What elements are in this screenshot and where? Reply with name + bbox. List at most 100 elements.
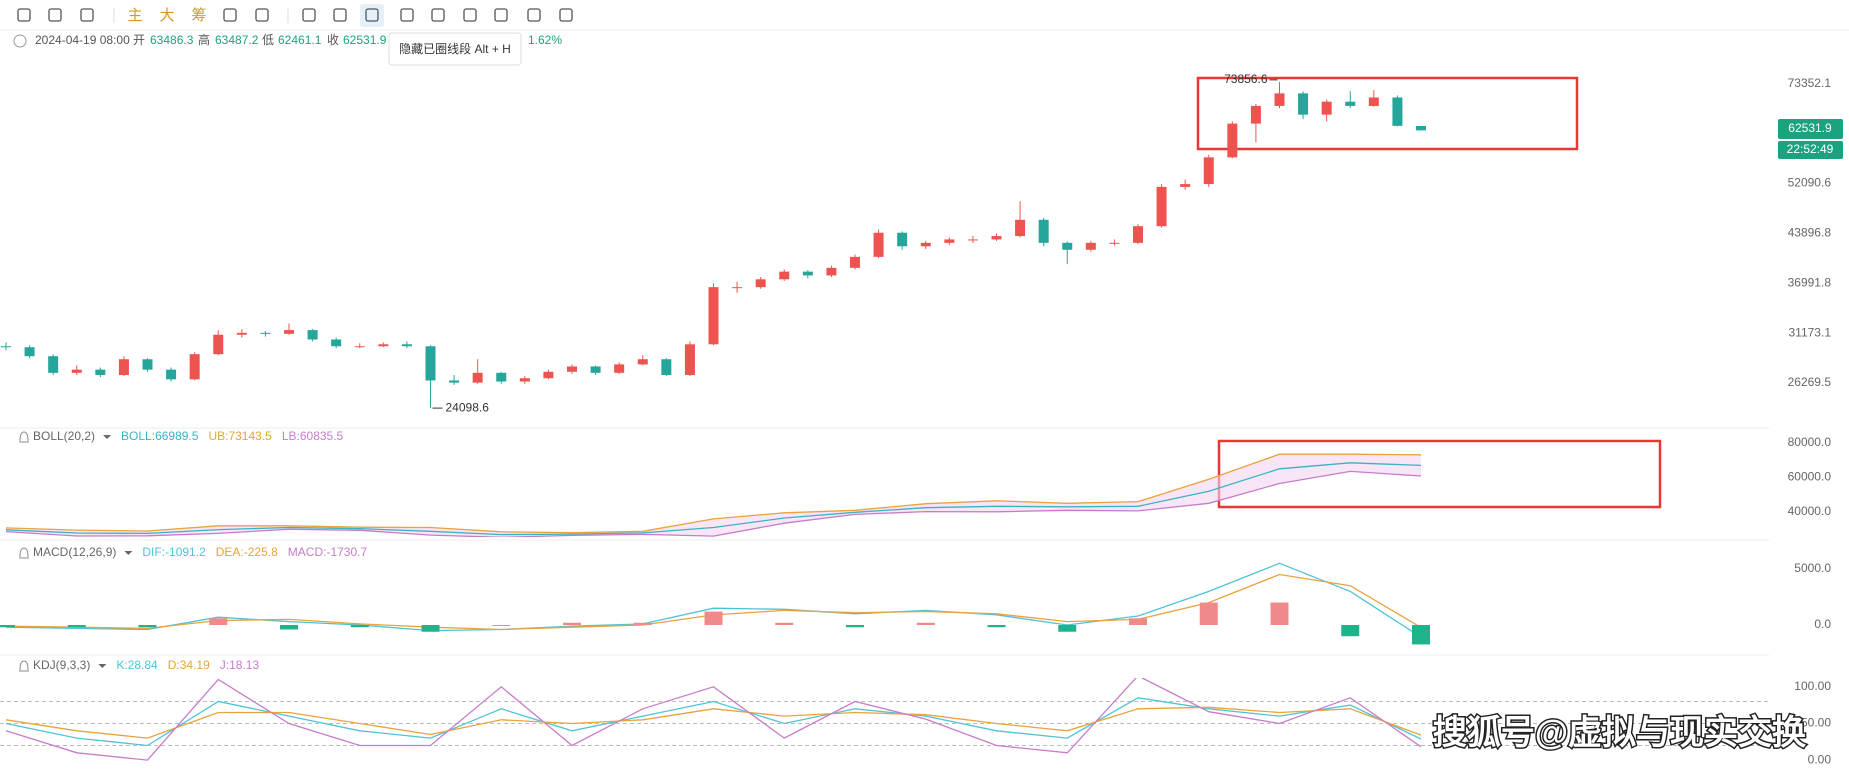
y-tick-label: 60000.0 — [1788, 470, 1832, 484]
tool-button[interactable]: 大 — [159, 7, 174, 24]
candle-body — [637, 359, 648, 365]
tool-icon[interactable] — [17, 8, 31, 22]
y-tick-label: 0.0 — [1814, 617, 1831, 631]
tooltip — [388, 32, 522, 66]
candle-body — [708, 287, 719, 345]
active-tool-bg — [360, 4, 384, 27]
candle-body — [590, 366, 601, 373]
drawn-rectangle[interactable] — [1196, 76, 1579, 151]
candle-body — [920, 242, 931, 247]
macd-bar — [138, 625, 157, 628]
indicator-line — [5, 678, 1422, 761]
candle-body — [684, 344, 695, 375]
candle-body — [496, 372, 507, 382]
indicator-line — [5, 562, 1422, 638]
y-tick-label: 0.00 — [1808, 752, 1832, 766]
macd-bar — [704, 611, 723, 626]
tool-icon[interactable] — [302, 8, 316, 22]
candle-body — [873, 232, 884, 257]
candle-body — [1368, 97, 1379, 106]
macd-bar — [421, 625, 440, 632]
macd-bar — [1199, 602, 1218, 626]
legend-entry: K:28.84 — [116, 658, 158, 672]
candle-body — [567, 366, 577, 372]
header-label: 收 — [327, 33, 339, 47]
tool-button[interactable]: 主 — [127, 7, 142, 24]
price-tag-text: 62531.9 — [1788, 121, 1832, 135]
header-value: 62531.9 — [343, 33, 387, 47]
tool-icon[interactable] — [365, 8, 379, 22]
candle-body — [1392, 97, 1403, 126]
candle-body — [118, 359, 129, 375]
candle-body — [519, 378, 530, 382]
tool-button[interactable]: 筹 — [191, 7, 206, 24]
tool-icon[interactable] — [255, 8, 269, 22]
bell-icon — [19, 547, 29, 559]
collapse-icon[interactable] — [13, 34, 27, 48]
candle-body — [543, 371, 554, 379]
header-datetime: 2024-04-19 08:00 — [35, 33, 130, 47]
high-label: 73856.6 — [1224, 72, 1268, 86]
tool-icon[interactable] — [431, 8, 445, 22]
candle-body — [213, 334, 224, 355]
macd-bar — [280, 625, 298, 630]
dropdown-icon — [103, 435, 112, 439]
candle-body — [1227, 123, 1238, 158]
y-tick-label: 26269.5 — [1788, 375, 1832, 389]
y-tick-label: 52090.6 — [1788, 176, 1832, 190]
tool-icon[interactable] — [48, 8, 62, 22]
candle-body — [401, 344, 412, 347]
candle-body — [661, 359, 672, 375]
macd-bar — [1129, 618, 1147, 626]
candle-body — [378, 344, 389, 347]
tool-icon[interactable] — [223, 8, 237, 22]
macd-bar — [1058, 625, 1077, 632]
y-tick-label: 31173.1 — [1789, 325, 1832, 339]
candle-body — [1133, 226, 1143, 243]
candle-body — [826, 267, 837, 276]
candle-body — [236, 332, 247, 335]
legend-entry: LB:60835.5 — [282, 429, 344, 443]
macd-bar — [1341, 625, 1360, 637]
tool-icon[interactable] — [80, 8, 94, 22]
candle-body — [1298, 93, 1309, 115]
candle-body — [1180, 184, 1191, 187]
candle-body — [1156, 186, 1167, 227]
tool-icon[interactable] — [400, 8, 414, 22]
candle-body — [472, 372, 483, 383]
header-label: 开 — [133, 33, 145, 47]
macd-bar — [492, 625, 511, 627]
header-value: 63487.2 — [215, 33, 259, 47]
macd-bar — [633, 622, 652, 626]
watermark: 搜狐号@虚拟与现实交换 — [1433, 713, 1806, 752]
candle-body — [991, 236, 1002, 240]
time-tag-text: 22:52:49 — [1787, 142, 1834, 156]
candle-body — [967, 239, 978, 241]
pane — [1, 81, 1426, 409]
price-tag — [1778, 119, 1843, 139]
legend-entry: DEA:-225.8 — [216, 545, 278, 559]
indicator-line — [5, 470, 1422, 537]
tool-icon[interactable] — [527, 8, 541, 22]
candle-body — [897, 232, 908, 247]
tool-icon[interactable] — [494, 8, 508, 22]
tool-icon[interactable] — [333, 8, 347, 22]
candle-body — [142, 359, 153, 370]
legend-entry: J:18.13 — [220, 658, 260, 672]
candle-body — [48, 356, 59, 373]
drawn-rectangle[interactable] — [1217, 439, 1662, 509]
candle-body — [425, 346, 436, 381]
pane-title: MACD(12,26,9) — [33, 545, 116, 559]
y-tick-label: 100.00 — [1794, 679, 1831, 693]
tool-icon[interactable] — [463, 8, 477, 22]
tool-icon[interactable] — [559, 8, 573, 22]
macd-bar — [916, 622, 935, 626]
candle-body — [307, 330, 318, 340]
candle-body — [944, 239, 955, 243]
pane-title: BOLL(20,2) — [33, 429, 95, 443]
candle-body — [1203, 157, 1214, 185]
candle-body — [755, 279, 766, 288]
candle-body — [614, 364, 625, 373]
macd-bar — [1412, 625, 1430, 645]
